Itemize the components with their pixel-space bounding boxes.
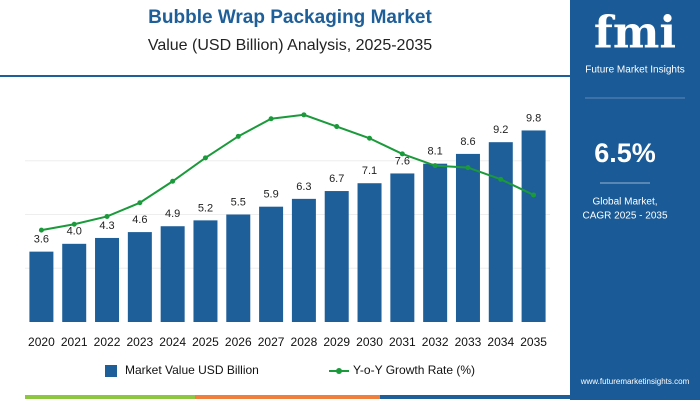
x-tick-label: 2028 xyxy=(291,335,318,349)
value-label: 8.1 xyxy=(428,146,443,158)
x-tick-label: 2024 xyxy=(159,335,186,349)
logo: fmi xyxy=(594,8,676,59)
legend-swatch xyxy=(336,368,342,374)
sidebar xyxy=(570,0,700,400)
line-point xyxy=(38,227,44,233)
chart-title: Bubble Wrap Packaging Market xyxy=(148,7,432,28)
line-point xyxy=(137,200,143,206)
bar xyxy=(390,173,415,322)
bar xyxy=(521,130,546,322)
value-label: 4.6 xyxy=(132,214,147,226)
footer-strip xyxy=(380,395,570,399)
value-label: 5.2 xyxy=(198,202,213,214)
bar xyxy=(95,237,120,322)
legend-label: Market Value USD Billion xyxy=(125,363,259,377)
value-label: 7.1 xyxy=(362,165,377,177)
bar xyxy=(259,206,284,322)
line-point xyxy=(202,155,208,161)
chart-subtitle: Value (USD Billion) Analysis, 2025-2035 xyxy=(148,37,432,54)
value-label: 8.6 xyxy=(460,136,475,148)
value-label: 4.3 xyxy=(99,220,114,232)
value-label: 4.9 xyxy=(165,208,180,220)
footer-strip xyxy=(25,395,195,399)
bar xyxy=(29,251,54,322)
value-label: 9.2 xyxy=(493,124,508,136)
bar xyxy=(488,142,513,322)
x-tick-label: 2030 xyxy=(356,335,383,349)
bar xyxy=(423,163,448,322)
bar xyxy=(455,153,480,322)
cagr: 6.5% xyxy=(594,138,656,168)
value-label: 6.7 xyxy=(329,173,344,185)
value-label: 6.3 xyxy=(296,181,311,193)
bar xyxy=(324,191,349,322)
x-tick-label: 2029 xyxy=(323,335,350,349)
x-tick-label: 2032 xyxy=(422,335,449,349)
line-point xyxy=(367,135,373,141)
x-tick-label: 2027 xyxy=(258,335,285,349)
line-point xyxy=(465,165,471,171)
line-point xyxy=(432,163,438,169)
value-label: 7.6 xyxy=(395,155,410,167)
x-tick-label: 2020 xyxy=(28,335,55,349)
x-tick-label: 2034 xyxy=(487,335,514,349)
line-point xyxy=(301,112,307,118)
x-tick-label: 2021 xyxy=(61,335,88,349)
line-point xyxy=(71,221,77,227)
x-tick-label: 2023 xyxy=(126,335,153,349)
value-label: 4.0 xyxy=(67,226,82,238)
x-tick-label: 2035 xyxy=(520,335,547,349)
x-tick-label: 2026 xyxy=(225,335,252,349)
legend-swatch xyxy=(105,365,117,377)
x-tick-label: 2033 xyxy=(455,335,482,349)
bar xyxy=(357,183,382,322)
x-tick-label: 2031 xyxy=(389,335,416,349)
bar xyxy=(226,214,251,322)
line-point xyxy=(235,133,241,139)
x-tick-label: 2025 xyxy=(192,335,219,349)
bar xyxy=(160,226,185,322)
footer-strip xyxy=(195,395,380,399)
value-label: 5.9 xyxy=(263,189,278,201)
line-point xyxy=(498,176,504,182)
cagr-label: Global Market, xyxy=(592,197,657,208)
bar xyxy=(62,243,87,322)
bar xyxy=(291,198,316,322)
cagr-label: CAGR 2025 - 2035 xyxy=(582,211,667,222)
value-label: 9.8 xyxy=(526,112,541,124)
bar xyxy=(193,220,218,322)
line xyxy=(41,113,535,232)
line-point xyxy=(170,178,176,184)
bar xyxy=(127,232,152,322)
line-point xyxy=(104,213,110,219)
line-point xyxy=(334,124,340,130)
line-point xyxy=(268,116,274,122)
legend-label: Y-o-Y Growth Rate (%) xyxy=(353,363,475,377)
line-point xyxy=(531,192,537,198)
brand: Future Market Insights xyxy=(585,65,684,76)
value-label: 5.5 xyxy=(231,196,246,208)
x-tick-label: 2022 xyxy=(94,335,121,349)
line-point xyxy=(399,151,405,157)
url: www.futuremarketinsights.com xyxy=(580,377,690,386)
value-label: 3.6 xyxy=(34,234,49,246)
